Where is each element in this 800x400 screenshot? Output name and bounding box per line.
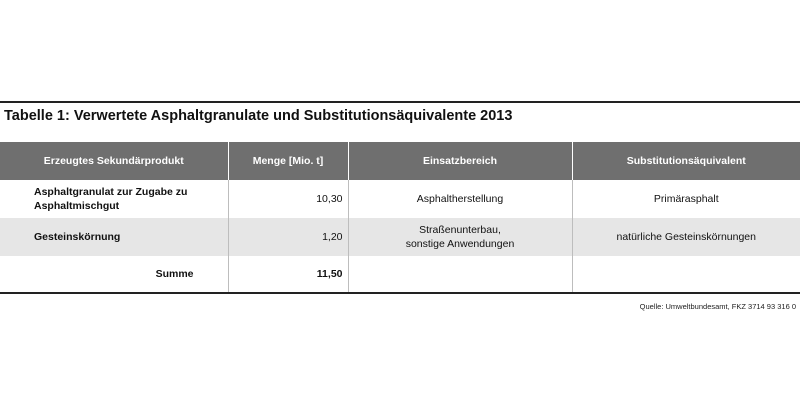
header-quantity: Menge [Mio. t] (227, 142, 349, 180)
cell-equivalent: natürliche Gesteinskörnungen (571, 218, 800, 256)
empty-cell (347, 256, 573, 294)
data-table: Erzeugtes Sekundärprodukt Menge [Mio. t]… (0, 142, 800, 294)
table-row: Asphaltgranulat zur Zugabe zu Asphaltmis… (0, 180, 800, 218)
header-row: Erzeugtes Sekundärprodukt Menge [Mio. t]… (0, 142, 800, 180)
product-line: Gesteinskörnung (34, 231, 121, 243)
table-row: Gesteinskörnung 1,20 Straßenunterbau, so… (0, 218, 800, 256)
header-product: Erzeugtes Sekundärprodukt (0, 142, 229, 180)
header-area: Einsatzbereich (347, 142, 573, 180)
empty-cell (571, 256, 800, 294)
cell-product: Asphaltgranulat zur Zugabe zu Asphaltmis… (0, 180, 229, 218)
source-note: Quelle: Umweltbundesamt, FKZ 3714 93 316… (639, 302, 796, 311)
cell-quantity: 1,20 (227, 218, 349, 256)
cell-area: Straßenunterbau, sonstige Anwendungen (347, 218, 573, 256)
product-line: Asphaltgranulat zur Zugabe zu (34, 186, 188, 198)
area-line: sonstige Anwendungen (405, 238, 515, 250)
cell-area: Asphaltherstellung (347, 180, 573, 218)
title-rule: Tabelle 1: Verwertete Asphaltgranulate u… (0, 101, 800, 124)
table-title: Tabelle 1: Verwertete Asphaltgranulate u… (4, 108, 513, 124)
total-row: Summe 11,50 (0, 256, 800, 294)
product-line: Asphaltmischgut (34, 200, 120, 212)
total-label: Summe (0, 256, 229, 294)
cell-equivalent: Primärasphalt (571, 180, 800, 218)
area-line: Straßenunterbau, (419, 224, 501, 236)
total-quantity: 11,50 (227, 256, 349, 294)
area-line: Asphaltherstellung (416, 193, 504, 205)
cell-quantity: 10,30 (227, 180, 349, 218)
header-equivalent: Substitutionsäquivalent (571, 142, 800, 180)
cell-product: Gesteinskörnung (0, 218, 229, 256)
